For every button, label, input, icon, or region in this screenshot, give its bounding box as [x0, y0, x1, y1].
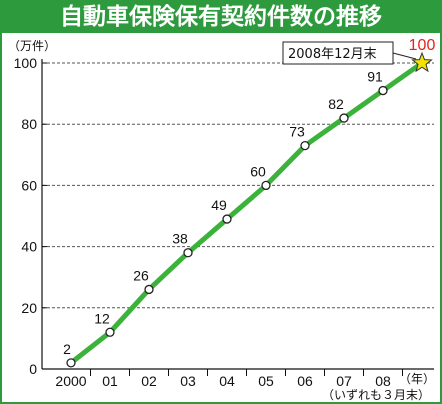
data-point: [378, 85, 388, 96]
x-tick-label: 07: [336, 373, 352, 389]
data-label: 73: [289, 124, 305, 140]
footnote: （いずれも３月末）: [322, 388, 430, 402]
y-tick-label: 20: [21, 300, 37, 316]
data-point: [66, 358, 76, 368]
data-label: 100: [409, 37, 436, 54]
y-tick-label: 40: [21, 239, 37, 255]
label-layer: 0 20 40 60 80 100 2000 01 02 03 04 05 06 07 08 2 12 26 38 4…: [14, 37, 436, 389]
x-tick-label: 05: [258, 373, 274, 389]
data-point: [222, 214, 232, 224]
data-point: [144, 284, 154, 295]
data-label: 60: [250, 163, 266, 179]
y-tick-label: 60: [21, 177, 37, 193]
data-label: 12: [94, 310, 110, 326]
callout-box: 2008年12月末: [282, 41, 394, 65]
x-tick-label: 2000: [55, 373, 86, 389]
callout-connector: [392, 52, 417, 60]
x-tick-label: 04: [219, 373, 235, 389]
data-label: 91: [367, 69, 383, 85]
x-tick-label: 08: [375, 373, 391, 389]
data-label: 2: [63, 341, 71, 357]
data-label: 49: [211, 197, 227, 213]
axis-layer: [41, 59, 434, 376]
callout-text: 2008年12月末: [288, 47, 377, 62]
chart-title: 自動車保険保有契約件数の推移: [2, 2, 440, 33]
grid-layer: [42, 62, 434, 309]
x-tick-label: 06: [297, 373, 313, 389]
y-tick-label: 100: [14, 55, 38, 71]
data-point: [105, 327, 115, 337]
callout-box-border: [282, 41, 394, 65]
y-tick-label: 80: [21, 116, 37, 132]
data-point: [300, 140, 310, 151]
data-label: 26: [133, 267, 149, 283]
x-tick-label: 03: [180, 373, 196, 389]
data-point: [339, 113, 349, 123]
y-axis-unit-label: （万件）: [8, 39, 56, 53]
x-tick-label: 01: [102, 373, 118, 389]
data-point: [261, 180, 271, 191]
series-line: [68, 60, 425, 366]
x-tick-label: 02: [141, 373, 157, 389]
data-point: [183, 248, 193, 258]
y-tick-label: 0: [29, 361, 37, 377]
data-label: 38: [172, 231, 188, 247]
x-axis-unit-label: （年）: [399, 372, 435, 386]
data-label: 82: [328, 96, 344, 112]
star-icon: [411, 51, 433, 73]
series-layer: [66, 51, 433, 368]
